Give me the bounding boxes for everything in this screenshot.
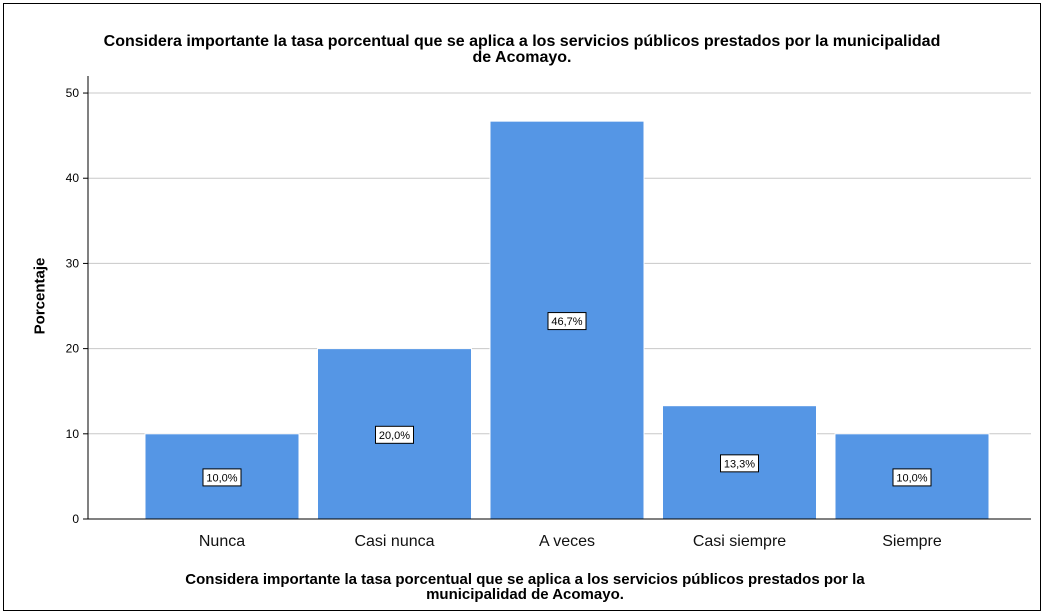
x-tick-label-casi-siempre: Casi siempre: [693, 533, 786, 550]
data-label-box-siempre: [892, 468, 932, 487]
x-tick-label-casi-nunca: Casi nunca: [354, 533, 434, 550]
data-label-box-casi-nunca: [375, 425, 414, 444]
data-label-siempre: 10,0%: [896, 472, 927, 484]
data-label-a-veces: 46,7%: [551, 316, 582, 328]
x-axis-label: Considera importante la tasa porcentual …: [185, 571, 865, 603]
y-tick-label-30: 30: [66, 256, 80, 270]
y-tick-label-20: 20: [66, 342, 80, 356]
x-tick-label-nunca: Nunca: [199, 533, 245, 550]
x-tick-label-a-veces: A veces: [539, 533, 595, 550]
y-tick-label-50: 50: [66, 86, 80, 100]
y-tick-label-0: 0: [72, 512, 79, 526]
data-label-casi-nunca: 20,0%: [379, 430, 410, 442]
data-label-box-nunca: [202, 468, 242, 487]
data-label-nunca: 10,0%: [206, 472, 237, 484]
x-tick-label-siempre: Siempre: [882, 533, 942, 550]
chart-title: Considera importante la tasa porcentual …: [103, 33, 941, 66]
y-tick-label-40: 40: [66, 171, 80, 185]
y-tick-label-10: 10: [66, 427, 80, 441]
axes: 0 10 20 30 40 50 Nunca Casi nunca A veces Casi si…: [66, 76, 1031, 550]
data-label-box-casi-siempre: [720, 454, 759, 473]
data-labels: 10,0% 20,0% 46,7% 13,3% 10,0%: [202, 312, 932, 487]
data-label-box-a-veces: [547, 312, 587, 331]
data-label-casi-siempre: 13,3%: [724, 458, 755, 470]
